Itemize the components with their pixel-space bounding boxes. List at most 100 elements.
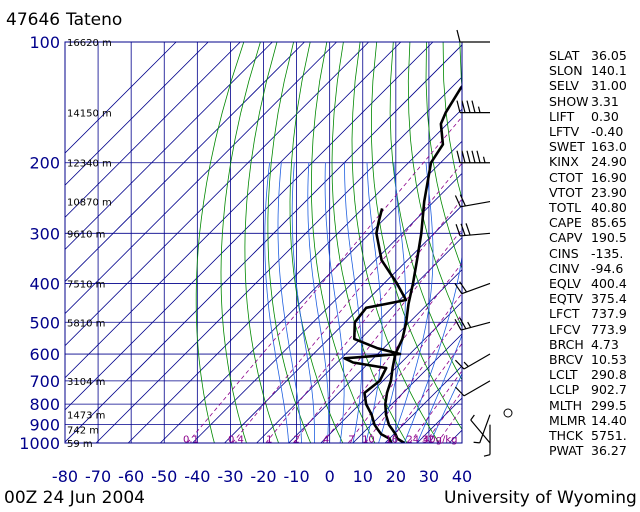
temperature-tick-label: 40 (452, 467, 472, 486)
index-value: 190.5 (591, 230, 627, 246)
station-name: Tateno (66, 10, 123, 30)
mixing-ratio-label: 2 (293, 435, 299, 446)
temperature-tick-label: 0 (325, 467, 335, 486)
wind-barb-feather (461, 150, 466, 163)
moist-adiabat-line (403, 253, 462, 443)
index-key: LFCV (549, 321, 581, 337)
wind-barb-feather (471, 100, 476, 113)
index-key: KINX (549, 154, 579, 170)
index-row: LFCV 773.9 (549, 322, 637, 337)
index-row: SELV 31.00 (549, 78, 637, 93)
index-key: LFTV (549, 124, 580, 140)
index-row: KINX 24.90 (549, 154, 637, 169)
mixing-ratio-label: 1 (266, 435, 272, 446)
height-label: 9610 m (67, 229, 105, 240)
wind-barb-staff (460, 200, 491, 208)
wind-barb-feather (476, 150, 481, 163)
wind-barb (483, 424, 491, 457)
wind-barb-half-feather (463, 361, 469, 367)
index-key: MLMR (549, 412, 587, 428)
index-key: PWAT (549, 443, 584, 459)
wind-barb-feather (456, 29, 461, 43)
index-row: PWAT 36.27 (549, 443, 637, 458)
isotherm-line (352, 333, 462, 443)
mixing-ratio-line (265, 198, 462, 443)
index-key: SELV (549, 78, 579, 94)
index-value: -135. (591, 245, 624, 261)
index-row: CINV -94.6 (549, 261, 637, 276)
index-value: 24.90 (591, 154, 627, 170)
dry-adiabat-line (370, 42, 462, 430)
index-row: TOTL 40.80 (549, 200, 637, 215)
wind-barb (455, 223, 491, 237)
height-label: 7510 m (67, 279, 105, 290)
height-label: 3104 m (67, 377, 105, 388)
index-value: 5751. (591, 428, 627, 444)
wind-barb-feather (466, 150, 471, 163)
isotherm-line (127, 108, 462, 443)
temperature-tick-label: 20 (386, 467, 406, 486)
index-row: CTOT 16.90 (549, 170, 637, 185)
wind-barb-staff (479, 414, 491, 444)
index-key: CINV (549, 260, 580, 276)
temperature-tick-label: 30 (419, 467, 439, 486)
wind-barb-feather (471, 150, 476, 163)
pressure-tick-label: 100 (29, 33, 60, 52)
wind-barb-feather (455, 224, 461, 237)
index-key: BRCH (549, 336, 584, 352)
pressure-tick-label: 800 (29, 395, 60, 414)
sounding-datetime: 00Z 24 Jun 2004 (4, 488, 145, 508)
mixing-ratio-line (292, 228, 462, 443)
wind-barb-feather (454, 283, 463, 295)
height-label: 12340 m (67, 159, 112, 170)
height-label: 16620 m (67, 38, 112, 49)
index-value: 0.30 (591, 108, 619, 124)
station-id: 47646 (6, 10, 61, 30)
wind-barb-feather (456, 100, 461, 113)
wind-barb-half-feather (477, 106, 481, 113)
index-key: LCLP (549, 382, 580, 398)
dry-adiabat-line (331, 42, 408, 443)
temperature-tick-label: -70 (85, 467, 111, 486)
isotherm-line (384, 365, 462, 443)
dry-adiabat-line (425, 42, 462, 270)
height-label: 742 m (67, 425, 99, 436)
wind-barb (454, 194, 491, 208)
wind-barb (456, 150, 490, 164)
index-value: -94.6 (591, 260, 624, 276)
index-row: BRCV 10.53 (549, 352, 637, 367)
wind-barb-staff (470, 419, 491, 444)
wind-barb-half-feather (467, 321, 472, 328)
index-value: 23.90 (591, 184, 627, 200)
temperature-tick-label: -60 (118, 467, 144, 486)
mixing-ratio-line (232, 162, 462, 443)
dry-adiabat-line (267, 42, 312, 443)
index-value: 773.9 (591, 321, 627, 337)
mixing-ratio-label: 7 (348, 435, 354, 446)
index-row: EQTV 375.4 (549, 291, 637, 306)
plot-frame (64, 41, 463, 444)
index-value: 299.5 (591, 397, 627, 413)
index-value: 737.9 (591, 306, 627, 322)
temperature-tick-label: -50 (151, 467, 177, 486)
mixing-ratio-line (322, 262, 462, 443)
index-key: SWET (549, 139, 585, 155)
index-key: BRCV (549, 352, 583, 368)
wind-barb-feather (454, 386, 465, 397)
pressure-tick-label: 400 (29, 274, 60, 293)
isotherm-line (192, 172, 462, 443)
index-key: EQTV (549, 291, 583, 307)
isotherm-line (65, 42, 241, 218)
index-value: 163.0 (591, 139, 627, 155)
dry-adiabat-line (244, 42, 279, 443)
temperature-tick-label: -20 (250, 467, 276, 486)
height-label: 10870 m (67, 198, 112, 209)
wind-barb-half-feather (483, 454, 491, 457)
wind-barb (454, 380, 491, 397)
wind-barb (454, 317, 491, 331)
index-row: SLON 140.1 (549, 63, 637, 78)
mixing-ratio-label: 0.1 (183, 435, 199, 446)
wind-barb-feather (466, 100, 471, 113)
isotherm-line (65, 42, 402, 379)
